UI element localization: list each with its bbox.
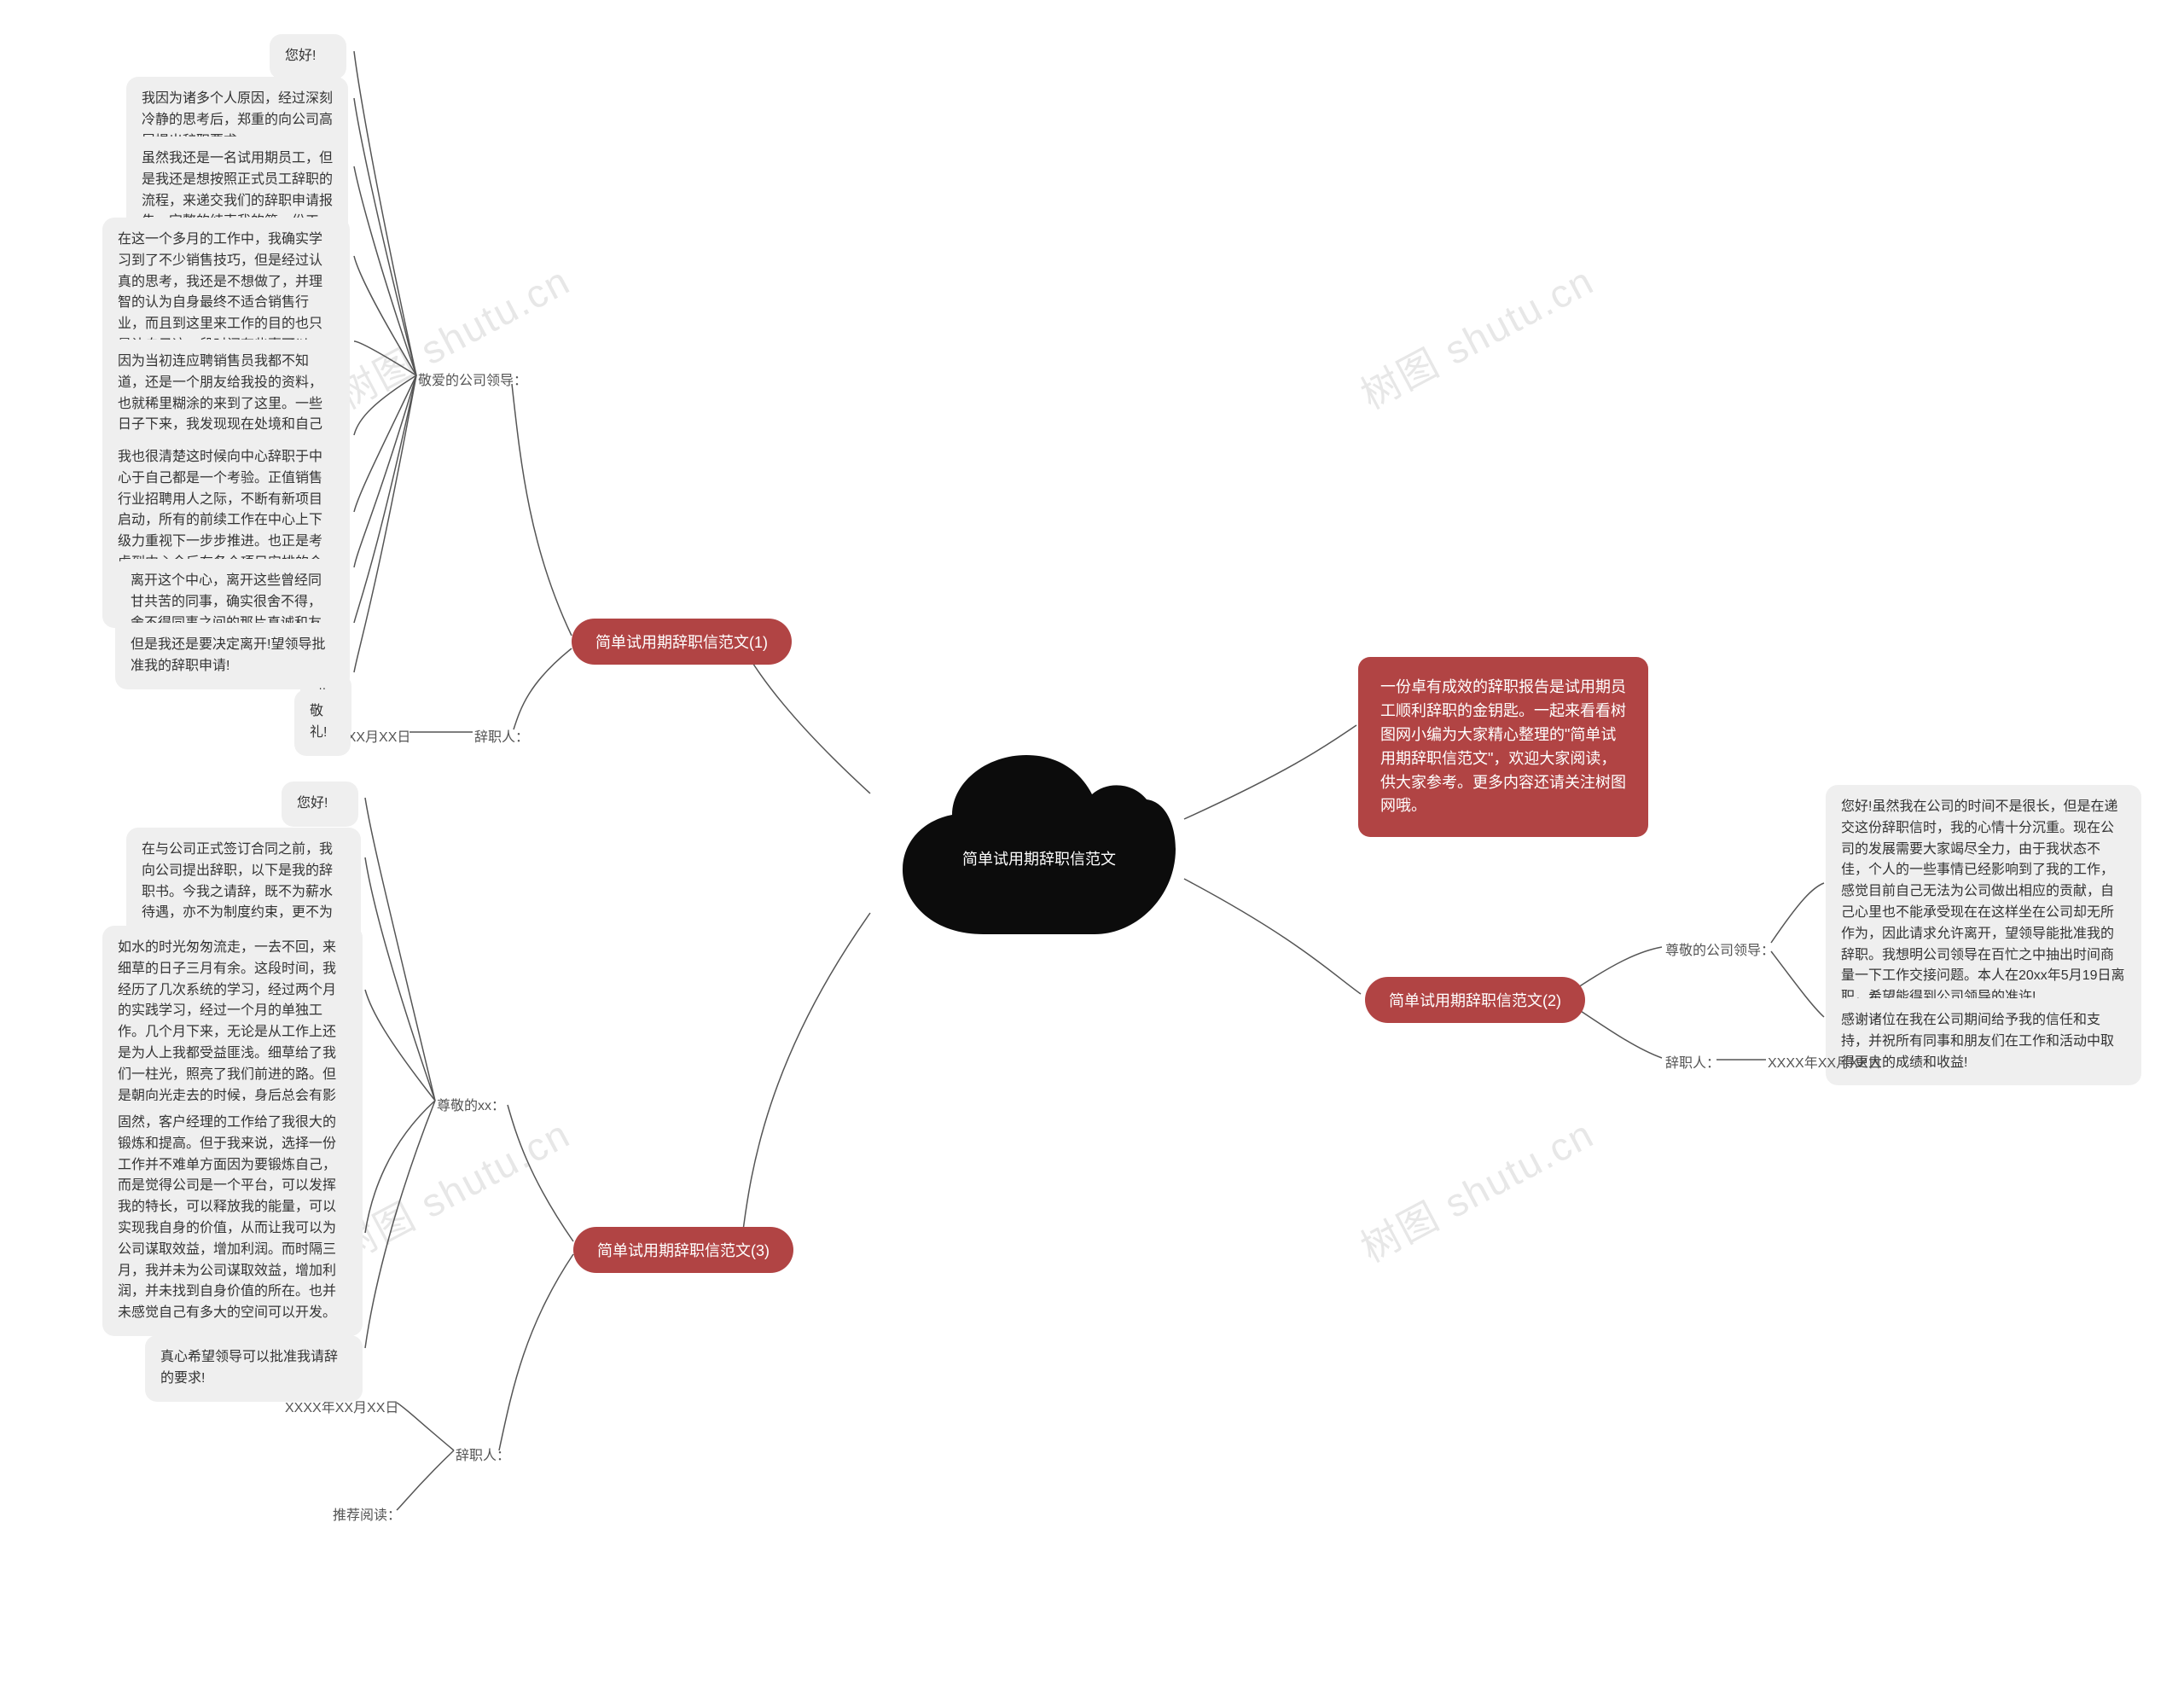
center-title: 简单试用期辞职信范文: [903, 847, 1176, 869]
center-node: 简单试用期辞职信范文: [903, 755, 1176, 934]
b3-p4: 固然，客户经理的工作给了我很大的锻炼和提高。但于我来说，选择一份工作并不难单方面…: [102, 1101, 363, 1336]
watermark: 树图 shutu.cn: [326, 250, 578, 420]
b2-p2: 感谢诸位在我在公司期间给予我的信任和支持，并祝所有同事和朋友们在工作和活动中取得…: [1826, 998, 2141, 1085]
b2-p1: 您好!虽然我在公司的时间不是很长，但是在递交这份辞职信时，我的心情十分沉重。现在…: [1826, 785, 2141, 1020]
salute-1: 敬爱的公司领导：: [418, 369, 527, 389]
watermark: 树图 shutu.cn: [1350, 1103, 1602, 1273]
b1-p10: 敬礼!: [294, 689, 351, 756]
watermark: 树图 shutu.cn: [326, 1103, 578, 1273]
signer-1: 辞职人：: [474, 725, 529, 746]
branch-3: 简单试用期辞职信范文(3): [573, 1227, 793, 1273]
intro-box: 一份卓有成效的辞职报告是试用期员工顺利辞职的金钥匙。一起来看看树图网小编为大家精…: [1358, 657, 1648, 837]
b1-p1: 您好!: [270, 34, 346, 79]
cloud-icon: [903, 755, 1176, 934]
branch-2: 简单试用期辞职信范文(2): [1365, 977, 1585, 1023]
signer-3: 辞职人：: [456, 1444, 510, 1464]
b3-p1: 您好!: [282, 782, 358, 827]
recommend: 推荐阅读：: [333, 1503, 401, 1524]
salute-2: 尊敬的公司领导：: [1665, 939, 1774, 959]
b3-p5: 真心希望领导可以批准我请辞的要求!: [145, 1335, 363, 1402]
signer-2: 辞职人：: [1665, 1051, 1720, 1072]
watermark: 树图 shutu.cn: [1350, 250, 1602, 420]
salute-3: 尊敬的xx：: [437, 1094, 505, 1114]
branch-1: 简单试用期辞职信范文(1): [572, 619, 792, 665]
date-2: XXXX年XX月XX日: [1768, 1051, 1881, 1072]
